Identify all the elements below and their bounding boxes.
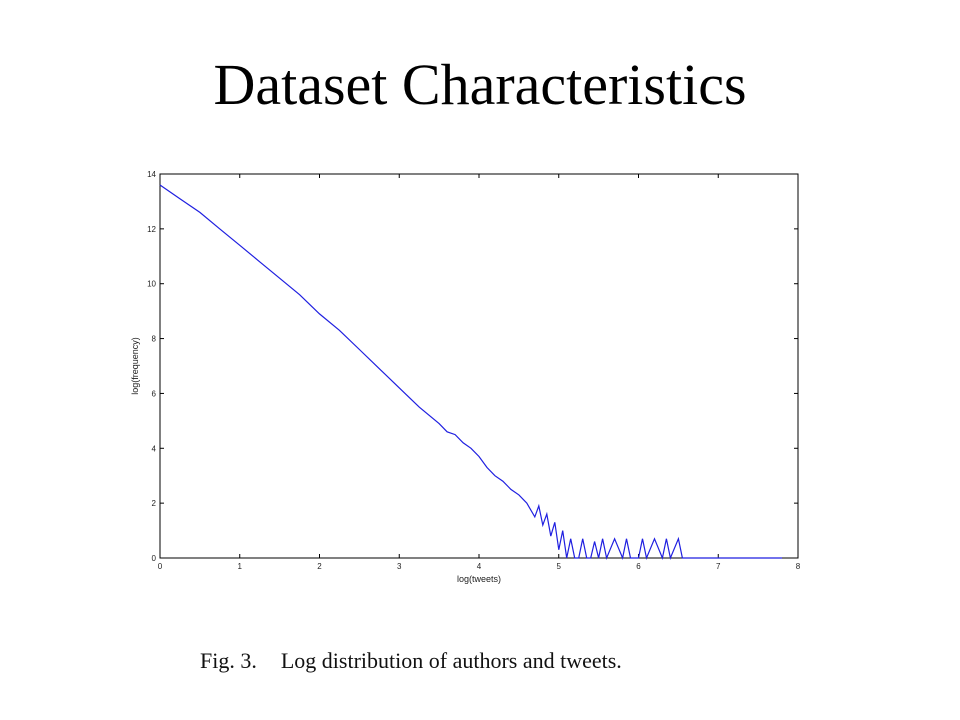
y-tick-label: 8 <box>152 335 157 344</box>
x-tick-label: 4 <box>477 562 482 571</box>
x-axis-ticks: 0 1 2 3 4 5 6 7 8 <box>158 174 801 571</box>
y-tick-label: 2 <box>152 499 157 508</box>
x-axis-label: log(tweets) <box>457 574 501 584</box>
caption-text: Log distribution of authors and tweets. <box>280 648 622 673</box>
figure-label: Fig. 3. <box>200 648 257 673</box>
y-tick-label: 6 <box>152 389 157 398</box>
figure-caption: Fig. 3. Log distribution of authors and t… <box>200 648 622 674</box>
x-tick-label: 6 <box>636 562 641 571</box>
y-tick-label: 4 <box>152 444 157 453</box>
plot-border <box>159 173 799 559</box>
x-tick-label: 1 <box>238 562 243 571</box>
x-tick-label: 0 <box>158 562 163 571</box>
x-tick-label: 5 <box>557 562 562 571</box>
y-axis-label: log(frequency) <box>130 337 140 395</box>
x-tick-label: 7 <box>716 562 721 571</box>
y-axis-ticks: 0 2 4 6 8 10 12 14 <box>147 170 798 563</box>
y-tick-label: 0 <box>152 554 157 563</box>
x-tick-label: 3 <box>397 562 402 571</box>
x-tick-label: 8 <box>796 562 801 571</box>
slide-title: Dataset Characteristics <box>213 52 747 117</box>
y-tick-label: 10 <box>147 280 156 289</box>
y-tick-label: 14 <box>147 170 156 179</box>
y-tick-label: 12 <box>147 225 156 234</box>
series-line-1 <box>159 184 782 561</box>
x-tick-label: 2 <box>317 562 322 571</box>
plot-frame <box>159 173 799 559</box>
series-layer <box>159 184 782 561</box>
